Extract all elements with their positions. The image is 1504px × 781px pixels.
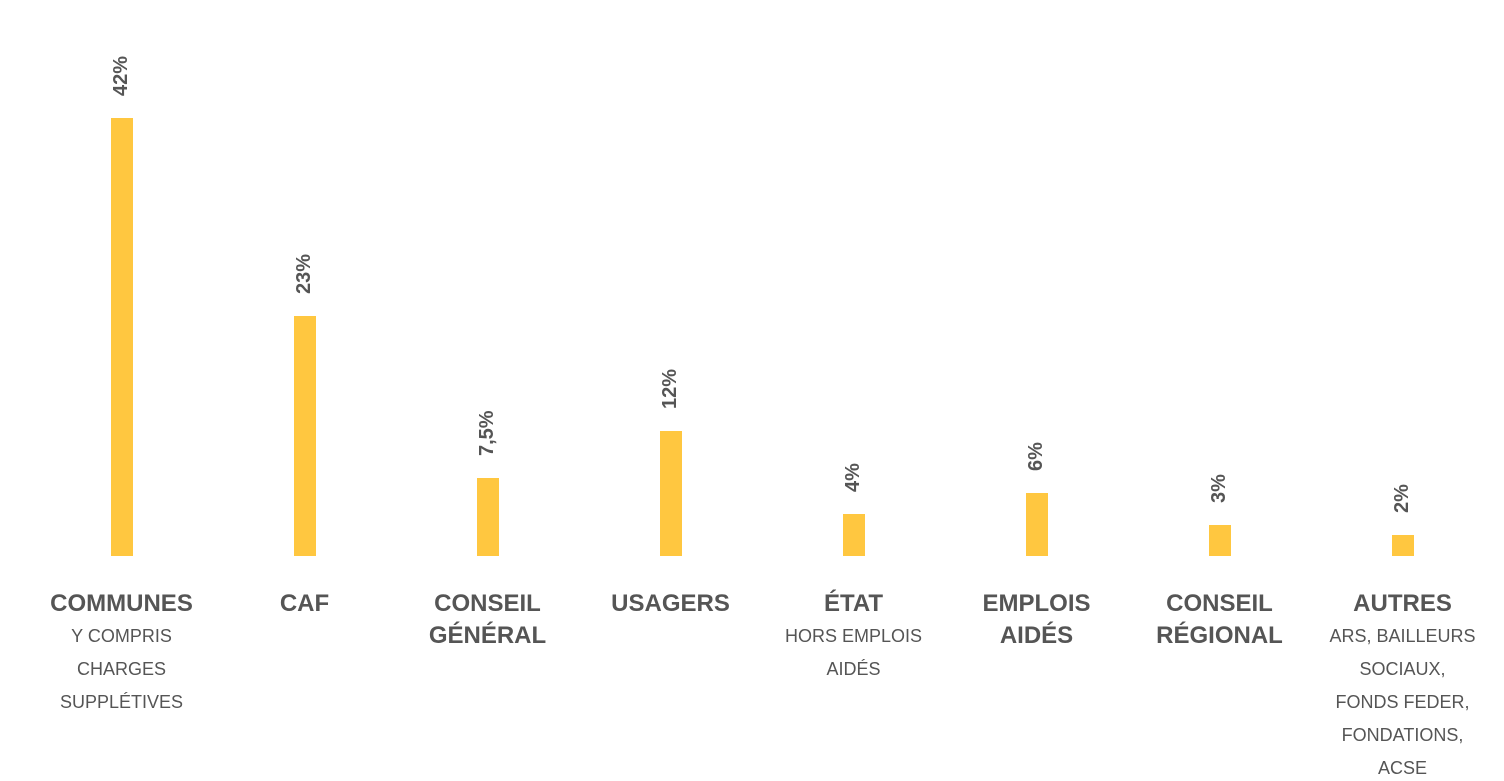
category-label: CONSEIL GÉNÉRAL bbox=[428, 590, 547, 649]
value-label: 4% bbox=[842, 463, 864, 493]
category-label: CAF bbox=[279, 590, 330, 617]
category-sublabel: HORS EMPLOIS AIDÉS bbox=[784, 626, 923, 679]
bar bbox=[1025, 493, 1048, 556]
value-label: 2% bbox=[1391, 484, 1413, 514]
category-label: EMPLOIS AIDÉS bbox=[982, 590, 1091, 649]
value-label: 6% bbox=[1025, 442, 1047, 472]
category-label: COMMUNES bbox=[50, 590, 193, 617]
value-label: 3% bbox=[1208, 473, 1230, 503]
bar bbox=[1208, 524, 1231, 556]
bar bbox=[1391, 535, 1414, 556]
category-sublabel: ARS, BAILLEURS SOCIAUX, FONDS FEDER, FON… bbox=[1329, 626, 1476, 778]
value-label: 12% bbox=[659, 368, 681, 409]
value-label: 42% bbox=[110, 56, 132, 97]
bar bbox=[110, 118, 133, 556]
bar bbox=[293, 316, 316, 556]
category-label: ÉTAT bbox=[823, 590, 884, 617]
category-sublabel: Y COMPRIS CHARGES SUPPLÉTIVES bbox=[59, 626, 184, 712]
category-label: AUTRES bbox=[1353, 590, 1452, 617]
category-label: USAGERS bbox=[611, 590, 730, 617]
category-label: CONSEIL RÉGIONAL bbox=[1156, 590, 1283, 649]
bar bbox=[476, 477, 499, 556]
bar bbox=[659, 430, 682, 556]
value-label: 7,5% bbox=[476, 410, 498, 456]
bar bbox=[842, 514, 865, 556]
value-label: 23% bbox=[293, 254, 315, 295]
